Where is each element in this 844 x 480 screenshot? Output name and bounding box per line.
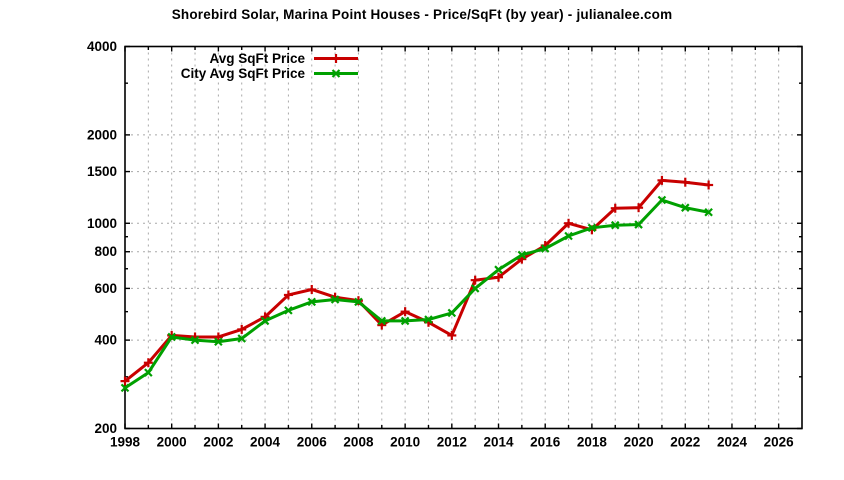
svg-text:2000: 2000 (157, 435, 187, 450)
svg-text:City Avg SqFt Price: City Avg SqFt Price (181, 66, 306, 81)
svg-text:1000: 1000 (87, 216, 117, 231)
svg-text:2026: 2026 (764, 435, 795, 450)
y-axis-labels: 200 400 600 800 1000 1500 2000 4000 (87, 39, 117, 436)
legend-entry-city-avg-sqft-price: City Avg SqFt Price (181, 66, 358, 81)
svg-text:2006: 2006 (297, 435, 328, 450)
axis-ticks (124, 45, 802, 430)
svg-text:400: 400 (94, 333, 117, 348)
svg-text:2000: 2000 (87, 127, 117, 142)
series-avg-sqft-price (120, 175, 714, 386)
svg-text:2020: 2020 (624, 435, 654, 450)
svg-text:4000: 4000 (87, 39, 117, 54)
svg-text:2014: 2014 (483, 435, 514, 450)
svg-text:800: 800 (94, 244, 117, 259)
legend-entry-avg-sqft-price: Avg SqFt Price (209, 51, 358, 66)
svg-text:2016: 2016 (530, 435, 561, 450)
svg-text:1998: 1998 (110, 435, 141, 450)
grid (125, 46, 802, 429)
svg-text:2002: 2002 (203, 435, 233, 450)
svg-text:1500: 1500 (87, 164, 117, 179)
svg-text:200: 200 (94, 421, 117, 436)
svg-text:2008: 2008 (343, 435, 374, 450)
series-city-avg-sqft-price (120, 195, 713, 393)
x-axis-labels: 1998 2000 2002 2004 2006 2008 2010 2012 2014 2016… (110, 435, 794, 450)
svg-text:2022: 2022 (670, 435, 700, 450)
svg-text:2012: 2012 (437, 435, 467, 450)
svg-text:2018: 2018 (577, 435, 608, 450)
svg-text:2004: 2004 (250, 435, 281, 450)
svg-text:Avg SqFt Price: Avg SqFt Price (209, 51, 305, 66)
plot-border (124, 45, 803, 430)
chart-title: Shorebird Solar, Marina Point Houses - P… (171, 7, 673, 22)
svg-text:2010: 2010 (390, 435, 420, 450)
svg-text:2024: 2024 (717, 435, 748, 450)
svg-text:600: 600 (94, 281, 117, 296)
